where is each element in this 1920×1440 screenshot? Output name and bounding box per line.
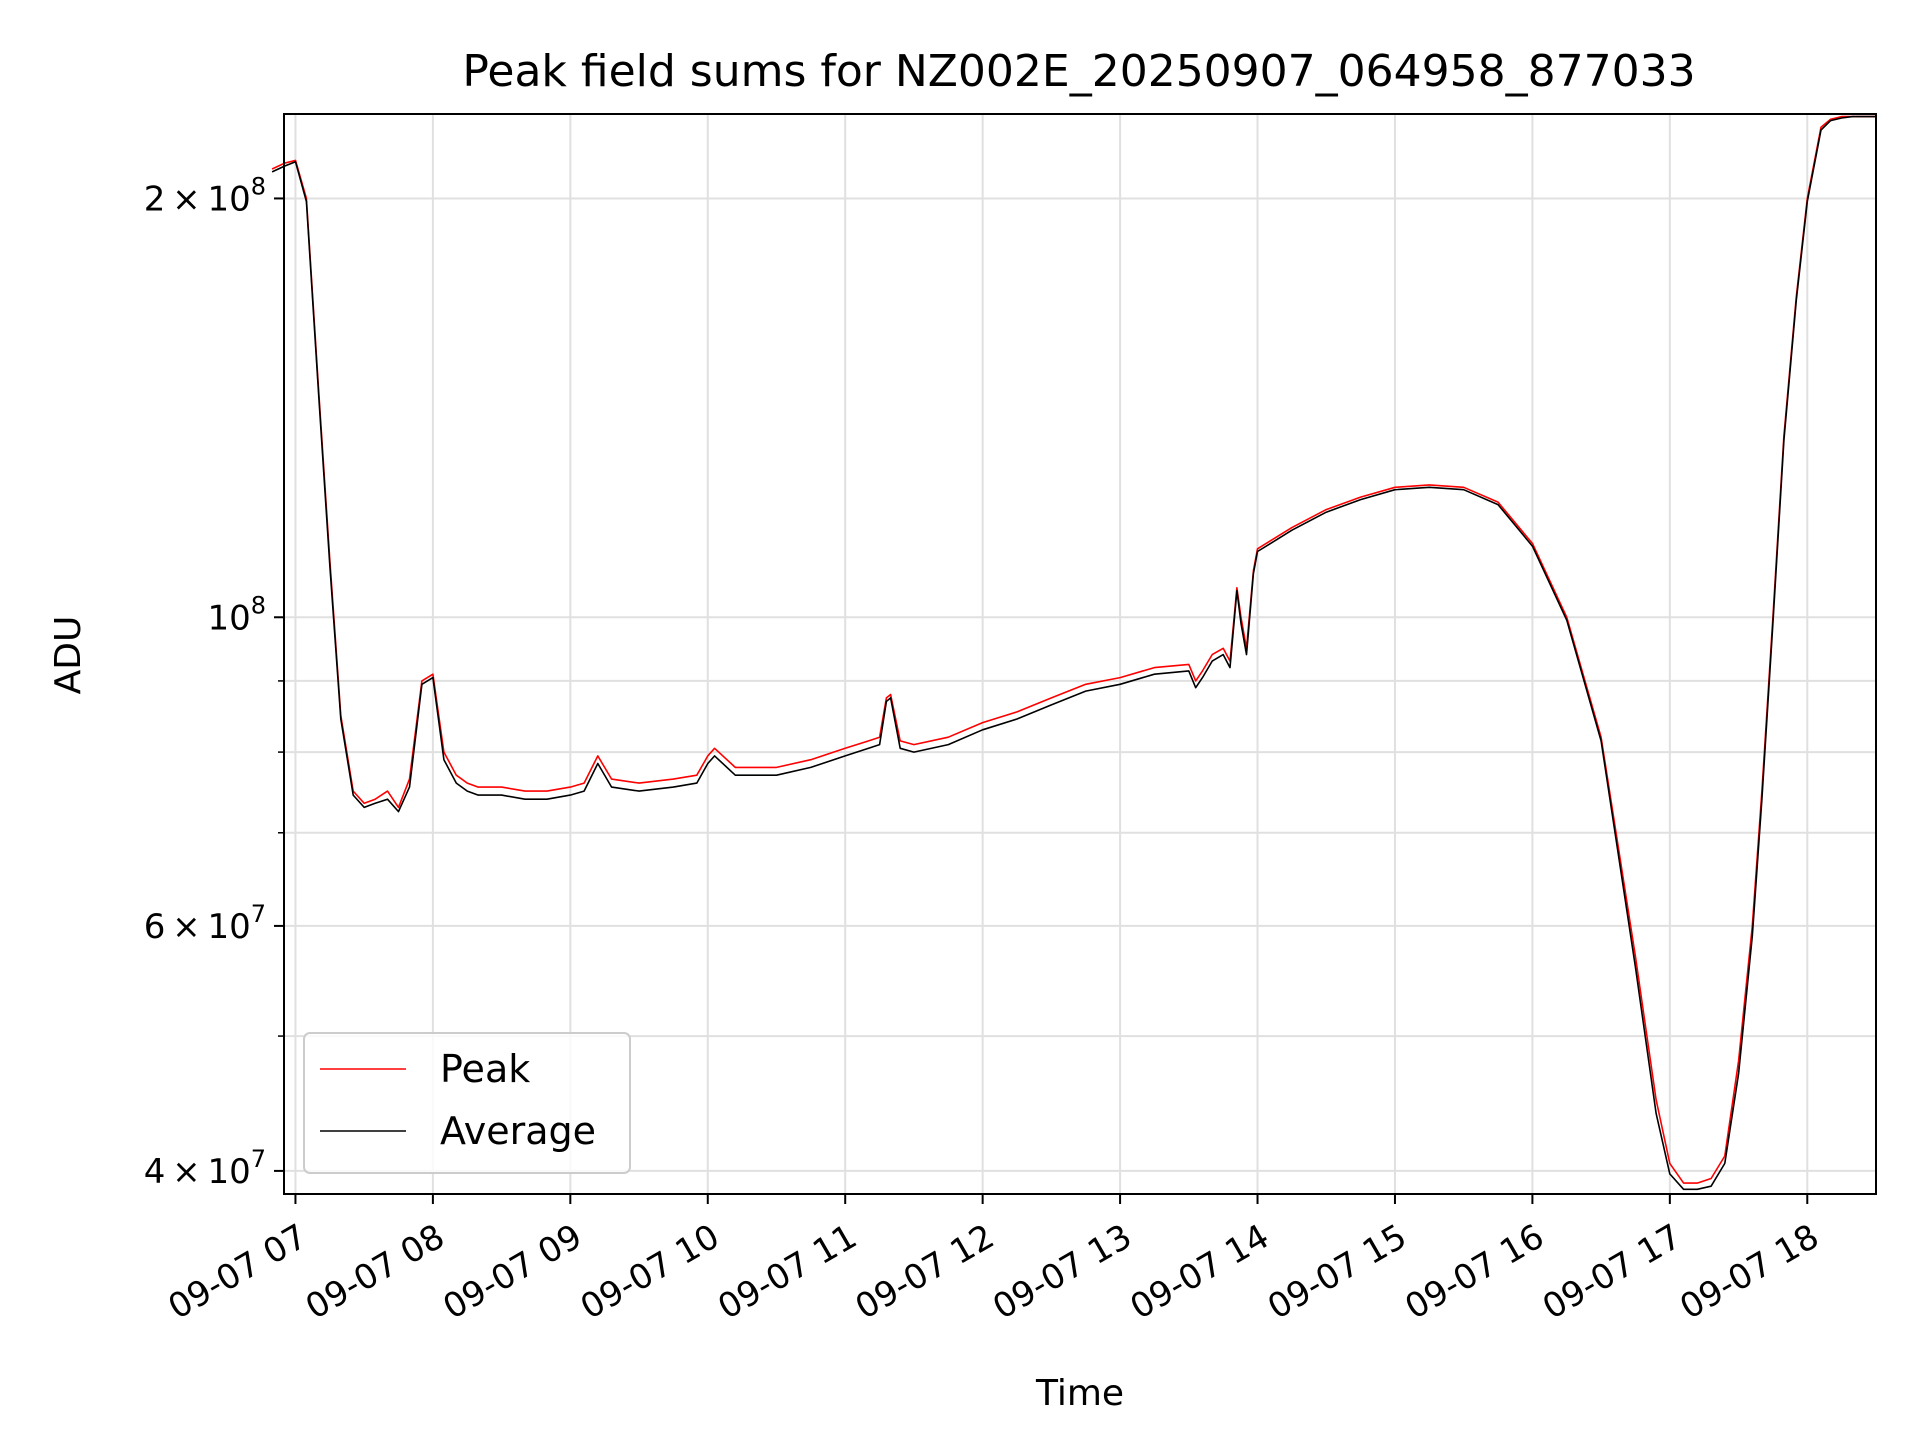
grid-lines: [284, 114, 1876, 1194]
y-tick-label-0: 2 × 108: [144, 172, 266, 219]
legend: Peak Average: [303, 1032, 631, 1174]
y-axis-label: ADU: [48, 616, 89, 695]
plot-area-frame: [283, 113, 1877, 1195]
y-axis-ticks: 2 × 108 108 6 × 107 4 × 107: [144, 172, 284, 1192]
y-tick-label-2: 6 × 107: [144, 900, 266, 947]
series-line-average: [271, 115, 1876, 1191]
legend-label-average: Average: [440, 1109, 596, 1153]
x-axis-label: Time: [1035, 1373, 1124, 1414]
legend-box: [303, 1032, 631, 1174]
legend-label-peak: Peak: [440, 1047, 530, 1091]
plot-lines: [271, 115, 1876, 1191]
chart-title: Peak field sums for NZ002E_20250907_0649…: [462, 46, 1695, 97]
y-tick-label-1: 108: [207, 591, 266, 638]
y-tick-label-3: 4 × 107: [144, 1145, 266, 1192]
